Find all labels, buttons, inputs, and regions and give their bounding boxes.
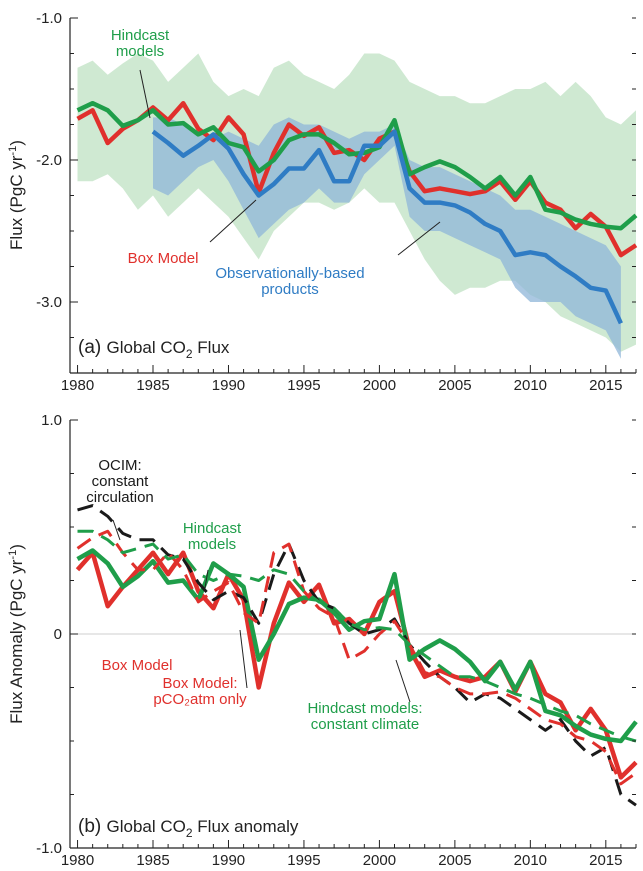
x-tick-label: 2005 [438,377,471,394]
x-tick-label: 2005 [438,852,471,869]
annotation-leader-hindcast [139,69,151,119]
annotation-hindcast: Hindcast models [111,27,170,60]
annotation-leader-hindconst [395,659,411,703]
panel-title: (b) Global CO2 Flux anomaly [78,816,299,840]
x-tick-label: 1985 [136,852,169,869]
annotation-ocim: OCIM: constant circulation [86,457,154,506]
annotation-leader-boxpco2 [239,629,248,689]
y-tick-label: -1.0 [36,840,62,857]
x-tick-label: 2015 [589,377,622,394]
annotation-leader-ocim [112,519,121,541]
x-tick-label: 1990 [212,377,245,394]
annotation-boxmodel: Box Model [102,657,173,674]
annotation-hindconst: Hindcast models: constant climate [307,700,422,733]
series-line-hindcast-models-constant-climate [77,529,637,743]
y-tick-label: -1.0 [36,10,62,27]
hindcast-range-band [77,53,636,352]
y-tick-label: -2.0 [36,152,62,169]
x-tick-label: 1995 [287,377,320,394]
annotation-leader-boxmodel [209,199,257,243]
series-line-observationally-based-products [151,129,623,325]
panel-title: (a) Global CO2 Flux [78,337,230,361]
x-tick-label: 1985 [136,377,169,394]
x-tick-label: 1995 [287,852,320,869]
y-tick-label: -3.0 [36,294,62,311]
series-line-box-model-pco-atm-only [76,529,637,786]
x-tick-label: 2010 [514,377,547,394]
x-tick-label: 2000 [363,377,396,394]
series-line-hindcast-models [76,100,638,231]
y-axis-label: Flux (PgC yr-1) [7,140,26,250]
annotation-boxpco2: Box Model: pCO₂atm only [153,675,247,708]
annotation-leader-hindcast [204,569,209,589]
y-tick-label: 0 [54,626,62,643]
annotation-hindcast: Hindcast models [183,520,242,553]
panel-b-flux-anomaly: 1980 1985 1990 1995 2000 2005 2010 2015 1.0 0 -1.0… [7,412,638,869]
x-tick-label: 1990 [212,852,245,869]
annotation-boxmodel: Box Model [128,250,199,267]
x-tick-label: 1980 [61,852,94,869]
y-axis-label: Flux Anomaly (PgC yr-1) [7,544,26,724]
x-tick-label: 1980 [61,377,94,394]
panel-a-global-flux: 1980 1985 1990 1995 2000 2005 2010 2015 -1.0 -2.0… [7,10,638,394]
x-tick-label: 2000 [363,852,396,869]
annotation-leader-obs [397,221,441,256]
y-tick-label: 1.0 [41,412,62,429]
x-tick-label: 2010 [514,852,547,869]
x-tick-label: 2015 [589,852,622,869]
annotation-obs: Observationally-based products [215,265,364,298]
obs-range-band [153,117,621,359]
